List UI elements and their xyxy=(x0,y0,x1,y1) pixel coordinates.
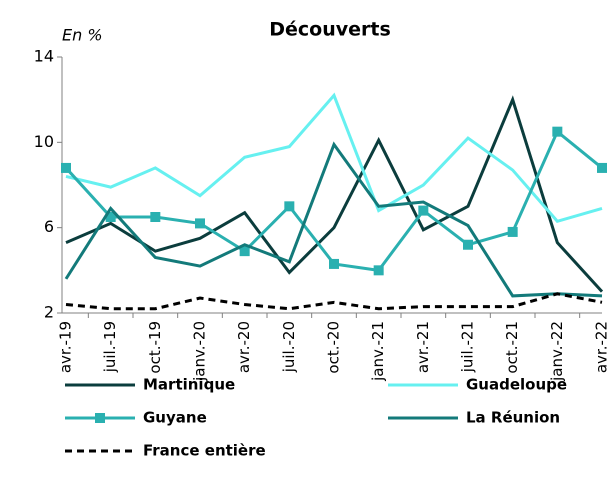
x-tick-label: avr.-19 xyxy=(57,321,75,373)
y-tick-label: 2 xyxy=(44,303,54,322)
series-line xyxy=(65,292,603,311)
x-tick-label: oct.-19 xyxy=(146,321,164,374)
marker xyxy=(418,205,429,216)
y-tick-label: 14 xyxy=(34,47,54,66)
x-tick-label: juil.-19 xyxy=(101,321,119,373)
legend-label: Martinique xyxy=(143,376,235,394)
marker xyxy=(239,246,250,257)
x-tick-label: janv.-21 xyxy=(369,321,387,382)
marker xyxy=(195,218,205,229)
x-tick-label: avr.-20 xyxy=(235,321,253,373)
legend-label: Guadeloupe xyxy=(466,376,567,394)
y-tick-label: 10 xyxy=(34,132,54,151)
x-tick-label: oct.-21 xyxy=(503,321,521,374)
legend-label: France entière xyxy=(143,442,266,460)
marker xyxy=(463,239,473,250)
marker xyxy=(284,201,295,212)
x-tick-label: janv.-22 xyxy=(548,321,566,382)
x-tick-label: janv.-20 xyxy=(191,321,209,382)
x-tick-label: avr.-21 xyxy=(414,321,432,373)
x-tick-label: juil.-21 xyxy=(459,321,477,373)
marker xyxy=(105,212,116,222)
x-tick-label: avr.-22 xyxy=(593,321,611,373)
legend-label: Guyane xyxy=(143,409,207,427)
marker xyxy=(507,226,518,237)
x-tick-label: oct.-20 xyxy=(325,321,343,374)
legend-marker xyxy=(95,413,105,423)
x-tick-label: juil.-20 xyxy=(280,321,298,373)
marker xyxy=(61,162,71,173)
series-line xyxy=(65,95,604,293)
y-tick-label: 6 xyxy=(44,217,54,236)
series-line xyxy=(64,141,603,298)
marker xyxy=(150,212,161,222)
y-axis-label: En % xyxy=(62,26,103,45)
marker xyxy=(597,162,607,173)
series-line xyxy=(65,92,603,223)
chart-title: Découverts xyxy=(269,19,391,41)
marker xyxy=(373,265,384,276)
legend-label: La Réunion xyxy=(466,409,560,427)
marker xyxy=(329,258,339,269)
marker xyxy=(552,126,563,137)
